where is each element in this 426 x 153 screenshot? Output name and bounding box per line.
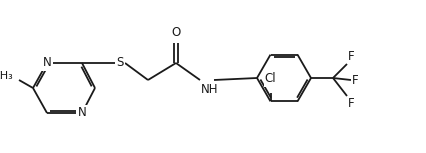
- Text: F: F: [348, 50, 354, 63]
- Text: N: N: [78, 106, 86, 119]
- Text: S: S: [116, 56, 124, 69]
- Text: F: F: [352, 73, 359, 86]
- Text: N: N: [43, 56, 52, 69]
- Text: F: F: [348, 97, 354, 110]
- Text: Cl: Cl: [265, 72, 276, 85]
- Text: O: O: [171, 26, 181, 39]
- Text: NH: NH: [201, 83, 219, 96]
- Text: CH₃: CH₃: [0, 71, 13, 81]
